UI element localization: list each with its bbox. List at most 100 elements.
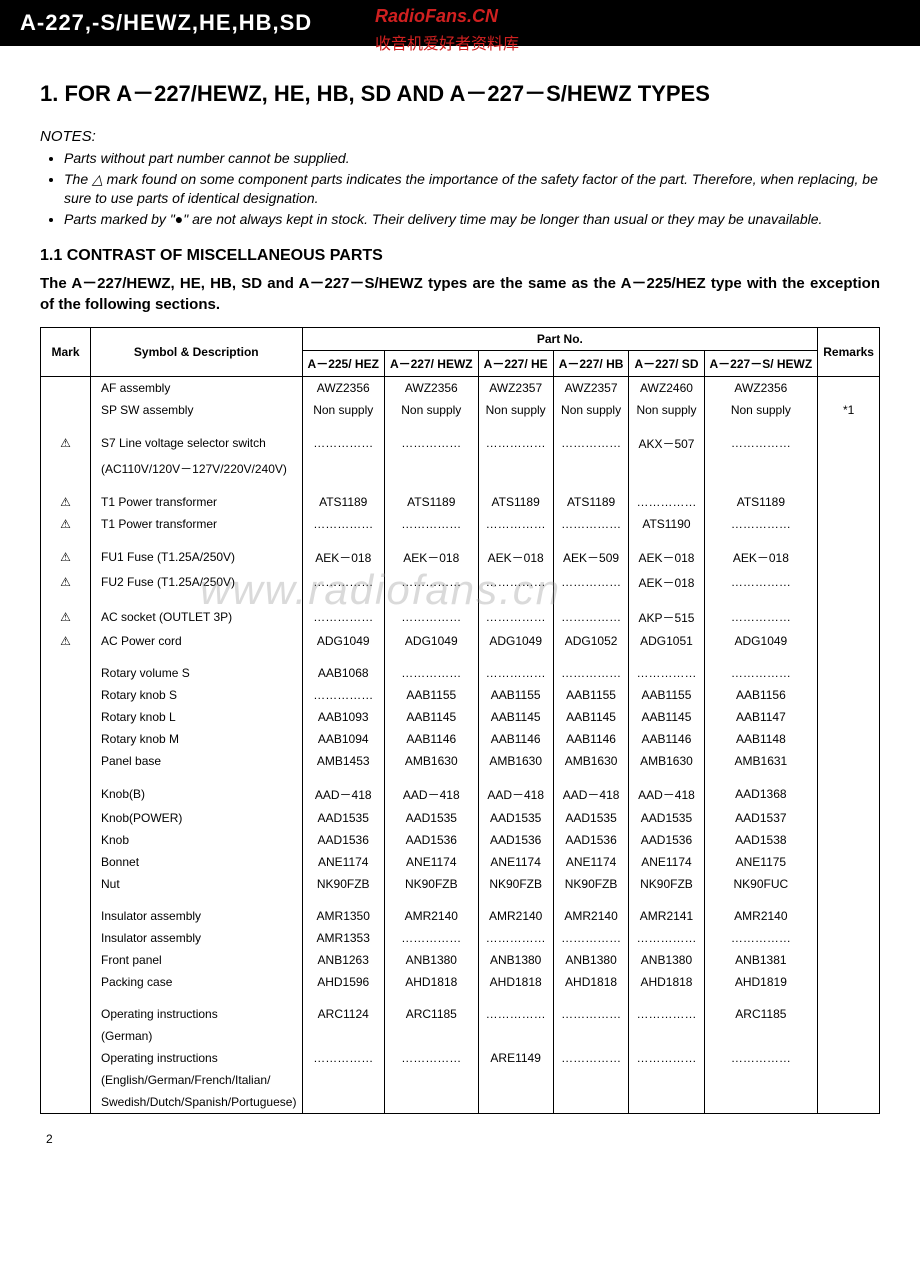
cell-partno [302,1069,384,1091]
table-row: (AC110V/120V－127V/220V/240V) [41,456,880,481]
watermark-site: RadioFans.CN [375,6,498,27]
cell-partno: AAB1145 [553,706,629,728]
cell-partno: NK90FZB [629,873,704,895]
table-row: Rotary knob S……………AAB1155AAB1155AAB1155A… [41,684,880,706]
cell-description: Bonnet [91,851,303,873]
cell-mark [41,684,91,706]
cell-partno: AWZ2357 [553,376,629,399]
cell-partno: NK90FZB [302,873,384,895]
cell-description: AC socket (OUTLET 3P) [91,605,303,630]
cell-partno [302,456,384,481]
cell-partno: AHD1818 [629,971,704,993]
cell-remarks [818,807,880,829]
cell-partno [704,1025,818,1047]
cell-partno: AHD1596 [302,971,384,993]
col-a227hewz: A－227/ HEWZ [384,350,478,376]
col-a227he: A－227/ HE [478,350,553,376]
table-row: SP SW assemblyNon supplyNon supplyNon su… [41,399,880,421]
cell-partno: AAD1535 [302,807,384,829]
cell-partno: AAB1145 [629,706,704,728]
cell-partno: …………… [478,662,553,684]
cell-partno: AHD1818 [384,971,478,993]
cell-partno: ANE1174 [384,851,478,873]
cell-mark [41,662,91,684]
cell-partno [629,1069,704,1091]
table-row: (English/German/French/Italian/ [41,1069,880,1091]
cell-partno: …………… [704,513,818,535]
cell-remarks [818,782,880,807]
col-desc: Symbol & Description [91,327,303,376]
cell-remarks [818,456,880,481]
cell-description: Rotary knob L [91,706,303,728]
cell-mark: ⚠ [41,570,91,595]
table-row: Insulator assemblyAMR1353………………………………………… [41,927,880,949]
cell-remarks: *1 [818,399,880,421]
table-row: ⚠T1 Power transformer…………………………………………………… [41,513,880,535]
cell-remarks [818,1003,880,1025]
cell-remarks [818,706,880,728]
cell-partno: ADG1049 [384,630,478,652]
cell-mark [41,456,91,481]
cell-partno: …………… [302,1047,384,1069]
note-item: Parts without part number cannot be supp… [64,149,880,168]
cell-mark: ⚠ [41,491,91,513]
cell-partno: …………… [704,1047,818,1069]
cell-remarks [818,570,880,595]
cell-partno: …………… [704,431,818,456]
table-row: Front panelANB1263ANB1380ANB1380ANB1380A… [41,949,880,971]
cell-partno: …………… [478,605,553,630]
cell-partno: …………… [629,662,704,684]
cell-mark [41,905,91,927]
cell-partno: …………… [384,605,478,630]
table-row: Operating instructions…………………………ARE1149…… [41,1047,880,1069]
cell-mark [41,1047,91,1069]
cell-partno [478,1091,553,1114]
cell-partno: AMB1630 [629,750,704,772]
col-partno-group: Part No. [302,327,818,350]
table-row: Packing caseAHD1596AHD1818AHD1818AHD1818… [41,971,880,993]
cell-partno: AAB1145 [478,706,553,728]
cell-partno: AAD1536 [478,829,553,851]
table-row: Panel baseAMB1453AMB1630AMB1630AMB1630AM… [41,750,880,772]
cell-partno: Non supply [384,399,478,421]
cell-partno: …………… [478,513,553,535]
cell-remarks [818,728,880,750]
cell-remarks [818,431,880,456]
cell-partno: AMR1350 [302,905,384,927]
cell-partno: AMB1631 [704,750,818,772]
cell-partno: Non supply [478,399,553,421]
cell-partno: AMR2141 [629,905,704,927]
cell-partno: AAD－418 [478,782,553,807]
cell-description: Knob(B) [91,782,303,807]
cell-remarks [818,1091,880,1114]
cell-partno: AAB1155 [553,684,629,706]
table-row: ⚠AC Power cordADG1049ADG1049ADG1049ADG10… [41,630,880,652]
cell-partno: AAB1155 [384,684,478,706]
cell-partno: AAD1535 [553,807,629,829]
cell-partno: ANB1380 [553,949,629,971]
cell-description: Operating instructions [91,1003,303,1025]
cell-partno [704,456,818,481]
table-row: (German) [41,1025,880,1047]
cell-partno: …………… [302,570,384,595]
note-item: Parts marked by "●" are not always kept … [64,210,880,229]
cell-partno [704,1091,818,1114]
cell-partno [302,1025,384,1047]
cell-remarks [818,1047,880,1069]
cell-remarks [818,662,880,684]
cell-partno: AAD1538 [704,829,818,851]
cell-partno [478,1025,553,1047]
subsection-heading: 1.1 CONTRAST OF MISCELLANEOUS PARTS [40,247,880,265]
cell-partno: AAB1146 [384,728,478,750]
cell-description: AF assembly [91,376,303,399]
cell-partno [384,1069,478,1091]
cell-description: Knob [91,829,303,851]
cell-partno: AAD1537 [704,807,818,829]
cell-remarks [818,873,880,895]
cell-remarks [818,545,880,570]
cell-partno: AAB1146 [629,728,704,750]
note-item: The △ mark found on some component parts… [64,170,880,208]
cell-partno: …………… [704,927,818,949]
cell-partno: AAD1535 [384,807,478,829]
cell-partno: AAB1147 [704,706,818,728]
